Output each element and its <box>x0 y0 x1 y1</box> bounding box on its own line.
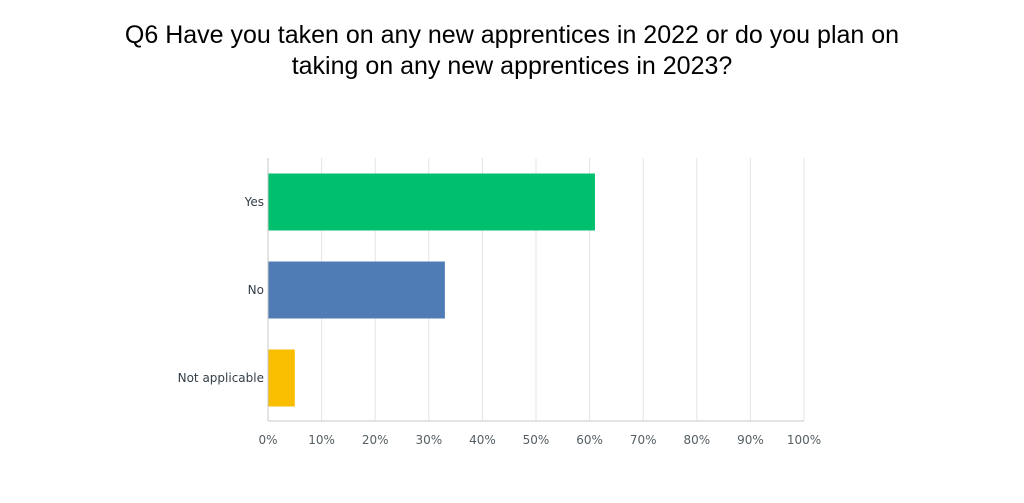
x-tick-label-0: 0% <box>258 433 277 447</box>
bar-yes <box>268 173 595 231</box>
x-tick-label-40: 40% <box>469 433 496 447</box>
axes <box>267 158 804 422</box>
category-label-not-applicable: Not applicable <box>178 371 264 385</box>
bars <box>268 173 595 407</box>
x-tick-label-10: 10% <box>308 433 335 447</box>
category-label-no: No <box>248 283 264 297</box>
chart-title: Q6 Have you taken on any new apprentices… <box>60 20 964 82</box>
chart-title-line-1: Q6 Have you taken on any new apprentices… <box>124 21 900 49</box>
bar-no <box>268 261 445 319</box>
x-tick-labels: 0% 10% 20% 30% 40% 50% 60% 70% 80% 90% 100% <box>258 433 821 447</box>
x-tick-label-80: 80% <box>683 433 710 447</box>
bar-not-applicable <box>268 349 295 407</box>
x-tick-label-50: 50% <box>523 433 550 447</box>
x-tick-label-20: 20% <box>362 433 389 447</box>
x-tick-label-70: 70% <box>630 433 657 447</box>
x-tick-label-90: 90% <box>737 433 764 447</box>
x-tick-label-60: 60% <box>576 433 603 447</box>
category-label-yes: Yes <box>244 195 264 209</box>
category-labels: Yes No Not applicable <box>178 195 264 385</box>
x-tick-label-30: 30% <box>415 433 442 447</box>
chart-title-line-2: taking on any new apprentices in 2023? <box>291 52 733 80</box>
x-tick-label-100: 100% <box>787 433 821 447</box>
